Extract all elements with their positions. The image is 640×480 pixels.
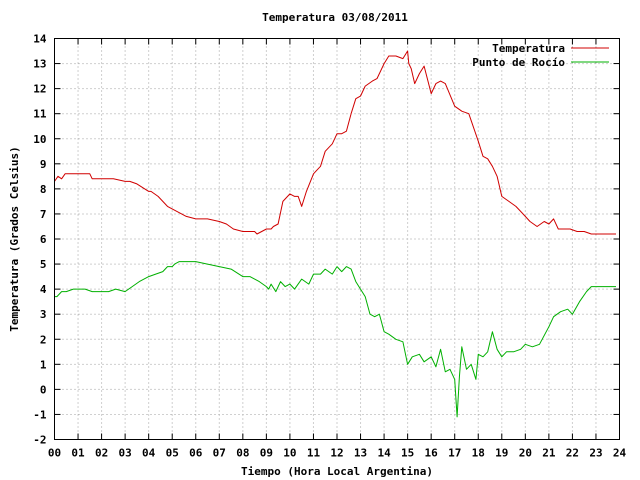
x-tick-label: 02 (95, 447, 108, 460)
y-tick-label: -1 (33, 408, 47, 421)
x-tick-label: 06 (189, 447, 203, 460)
x-tick-label: 14 (377, 447, 391, 460)
x-tick-label: 01 (71, 447, 85, 460)
x-tick-label: 04 (142, 447, 156, 460)
y-tick-label: 6 (40, 233, 47, 246)
y-tick-label: 4 (40, 283, 47, 296)
y-tick-label: 3 (40, 308, 47, 321)
temperatura-line (54, 50, 616, 235)
y-tick-label: 11 (33, 108, 47, 121)
x-tick-label: 23 (589, 447, 602, 460)
y-tick-label: 10 (33, 133, 46, 146)
y-axis-label: Temperatura (Grados Celsius) (8, 146, 21, 331)
x-tick-label: 15 (401, 447, 414, 460)
x-tick-label: 17 (448, 447, 461, 460)
plot-frame (54, 38, 620, 440)
x-tick-label: 03 (119, 447, 132, 460)
x-tick-label: 10 (283, 447, 296, 460)
x-tick-label: 18 (472, 447, 485, 460)
x-tick-label: 08 (236, 447, 249, 460)
y-tick-label: 0 (40, 383, 47, 396)
x-tick-label: 21 (542, 447, 556, 460)
y-tick-label: -2 (33, 434, 46, 447)
x-tick-label: 12 (330, 447, 343, 460)
y-tick-label: 9 (40, 158, 47, 171)
x-axis-label: Tiempo (Hora Local Argentina) (241, 465, 433, 478)
x-tick-label: 19 (495, 447, 508, 460)
y-tick-label: 5 (40, 258, 47, 271)
punto-de-rocio-line (54, 261, 616, 418)
y-tick-label: 8 (40, 183, 47, 196)
legend-label-punto-de-rocio: Punto de Rocío (472, 56, 565, 69)
x-tick-label: 09 (260, 447, 273, 460)
x-tick-label: 05 (166, 447, 179, 460)
y-tick-label: 7 (40, 208, 47, 221)
y-tick-label: 13 (33, 58, 46, 71)
x-tick-label: 00 (48, 447, 61, 460)
x-tick-label: 11 (307, 447, 321, 460)
x-tick-label: 07 (213, 447, 226, 460)
legend-label-temperatura: Temperatura (492, 42, 565, 55)
x-tick-label: 24 (613, 447, 627, 460)
x-tick-label: 13 (354, 447, 367, 460)
legend: Temperatura Punto de Rocío (472, 42, 609, 69)
chart-title: Temperatura 03/08/2011 (262, 11, 408, 24)
y-tick-label: 1 (40, 358, 47, 371)
x-tick-label: 16 (425, 447, 439, 460)
x-tick-label: 22 (566, 447, 579, 460)
grid (54, 38, 620, 440)
y-tick-label: 14 (33, 33, 47, 46)
series-layer (54, 50, 616, 418)
axis-ticks: 00 01 02 03 04 05 06 07 08 09 10 11 12 13 14 15 16 17 18 19… (33, 33, 626, 460)
y-tick-label: 12 (33, 83, 46, 96)
x-tick-label: 20 (519, 447, 532, 460)
y-tick-label: 2 (40, 333, 47, 346)
